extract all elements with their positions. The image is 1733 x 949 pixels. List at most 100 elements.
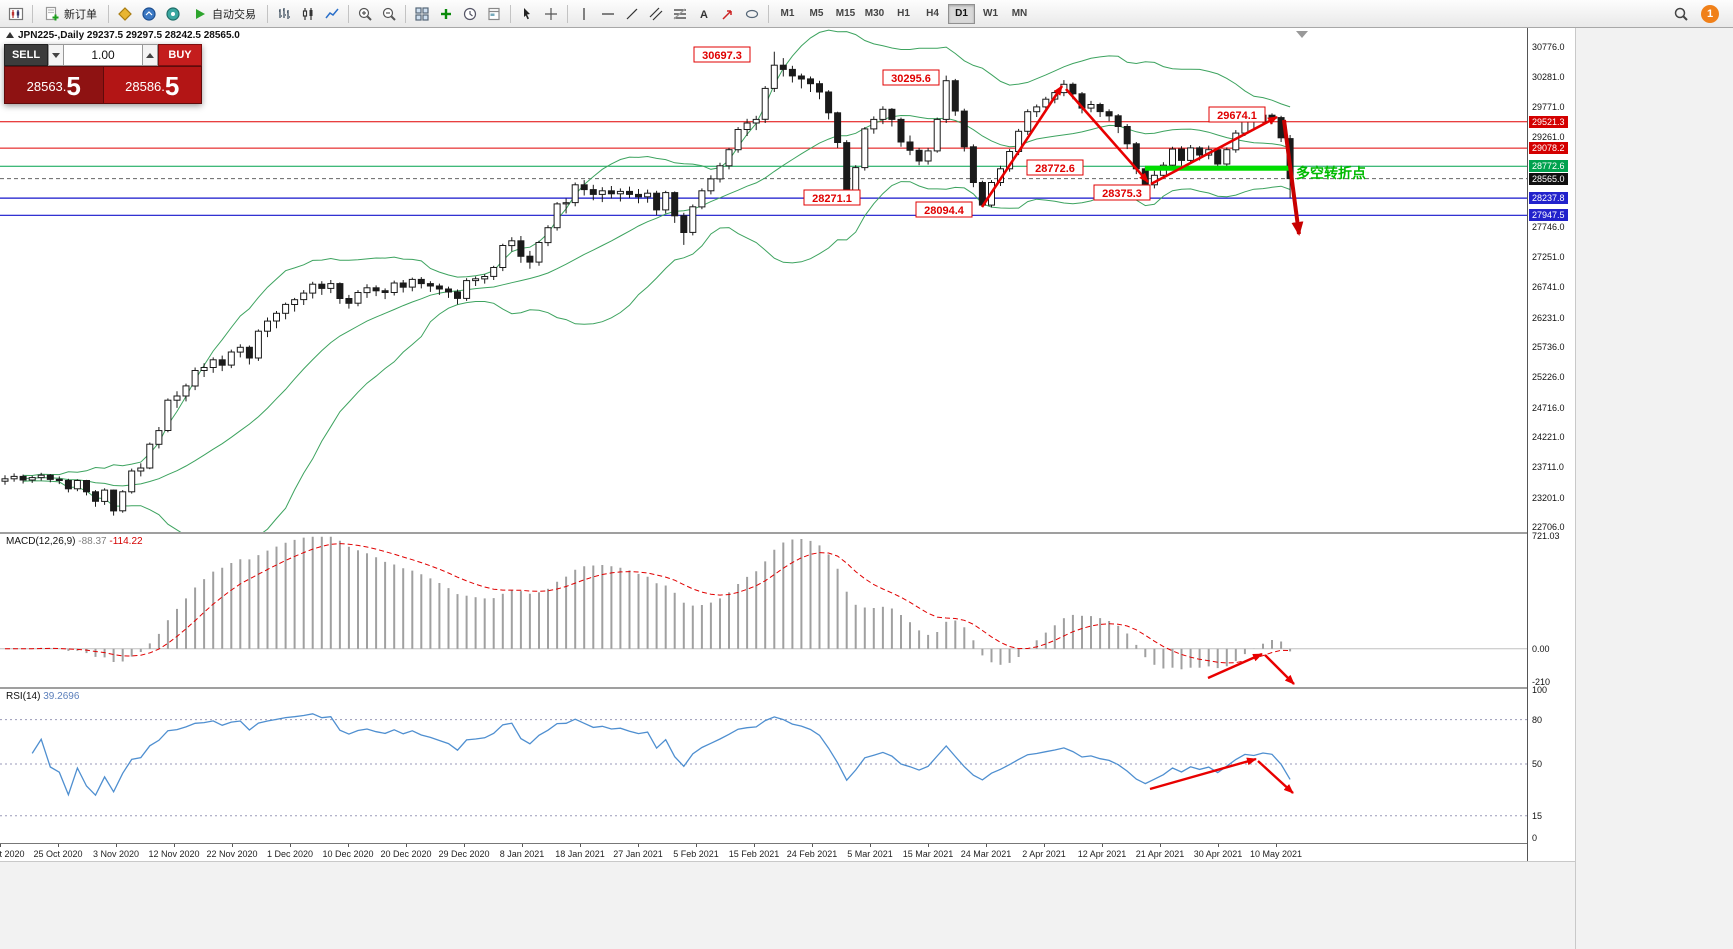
price-level-badge: 28772.6 [1529,160,1568,173]
volume-input[interactable] [64,44,142,66]
time-axis-label: 8 Jan 2021 [499,849,545,859]
time-axis-label: 2 Apr 2021 [1022,849,1066,859]
price-axis-label: 30776.0 [1532,42,1565,52]
timeframe-H1-button[interactable]: H1 [890,4,917,24]
macd-trend-arrows[interactable] [1207,652,1295,685]
trendline-icon [624,6,640,22]
time-axis-tick [1276,844,1277,847]
market-watch-icon [141,6,157,22]
bar-chart-button[interactable] [272,3,296,25]
zoom-in-icon [357,6,373,22]
callout-labels[interactable]: 30697.3 30295.6 29674.1 28772.6 28375.3 28271… [693,46,1266,218]
toolbar-separator [405,4,406,23]
new-order-button[interactable]: 新订单 [37,3,104,25]
candles-series [1,51,1294,516]
time-axis-tick [1102,844,1103,847]
macd-axis-label: 0.00 [1532,643,1550,654]
timeframe-M5-button[interactable]: M5 [803,4,830,24]
time-axis[interactable]: 15 Oct 2020 25 Oct 2020 3 Nov 2020 12 Nov 2… [0,843,1527,861]
price-chart-panel[interactable]: 多空转折点 30697.3 30295.6 29674.1 28772.6 28375.3… [0,28,1527,532]
rsi-trend-arrows[interactable] [1149,757,1294,794]
indicators-icon [438,6,454,22]
fibonacci-button[interactable] [668,3,692,25]
navigator-button[interactable] [161,3,185,25]
one-click-panel-toggle-icon[interactable] [6,32,14,39]
toolbar-separator [267,4,268,23]
bollinger-bands [23,29,1291,532]
search-button[interactable] [1669,3,1693,25]
callout-price-label: 30295.6 [891,73,931,85]
candlestick-chart: 多空转折点 30697.3 30295.6 29674.1 28772.6 28375.3… [0,28,1527,532]
time-axis-tick [348,844,349,847]
time-axis-label: 15 Feb 2021 [728,849,780,859]
macd-axis-label: 721.03 [1532,531,1560,541]
chart-window-button[interactable] [4,3,28,25]
price-axis-label: 29261.0 [1532,132,1565,143]
time-axis-label: 3 Nov 2020 [92,849,140,859]
expert-advisors-button[interactable] [113,3,137,25]
triangle-up-icon [146,52,154,58]
macd-histogram [13,536,1292,670]
callout-price-label: 28271.1 [812,193,852,205]
toolbar-separator [567,4,568,23]
indicators-button[interactable] [434,3,458,25]
horizontal-line-button[interactable] [596,3,620,25]
time-axis-tick [464,844,465,847]
crosshair-button[interactable] [539,3,563,25]
time-axis-tick [0,844,1,847]
line-chart-icon [324,6,340,22]
buy-price-display[interactable]: 28586. 5 [102,66,202,104]
volume-decrease-button[interactable] [48,44,64,66]
timeframe-M1-button[interactable]: M1 [774,4,801,24]
notification-badge[interactable]: 1 [1701,4,1719,23]
autotrading-button[interactable]: 自动交易 [185,3,263,25]
price-axis-label: 26231.0 [1532,312,1565,323]
symbol-info-line: JPN225-,Daily 29237.5 29297.5 28242.5 28… [6,30,240,41]
sell-button[interactable]: SELL [4,44,48,66]
time-axis-tick [1160,844,1161,847]
trend-arrows[interactable] [980,85,1304,236]
timeframe-D1-button[interactable]: D1 [948,3,975,24]
time-axis-tick [58,844,59,847]
channel-button[interactable] [644,3,668,25]
panel-splitter[interactable] [0,687,1527,689]
cursor-button[interactable] [515,3,539,25]
toolbar-button-label: 自动交易 [212,8,256,21]
sell-price-display[interactable]: 28563. 5 [4,66,103,104]
chart-shift-marker[interactable] [1296,31,1308,38]
arrows-button[interactable] [716,3,740,25]
time-axis-tick [870,844,871,847]
expert-advisors-icon [117,6,133,22]
panel-splitter[interactable] [0,532,1527,534]
macd-chart [0,534,1527,687]
zoom-out-button[interactable] [377,3,401,25]
shapes-button[interactable] [740,3,764,25]
tile-windows-button[interactable] [410,3,434,25]
zoom-in-button[interactable] [353,3,377,25]
time-axis-label: 1 Dec 2020 [266,849,314,859]
price-axis[interactable]: 30776.0 30281.0 29771.0 29261.0 27746.0 27251… [1527,28,1575,861]
timeframe-M15-button[interactable]: M15 [832,4,859,24]
rsi-axis-label: 100 [1532,685,1548,695]
trendline-button[interactable] [620,3,644,25]
macd-indicator-panel[interactable]: MACD(12,26,9) -88.37 -114.22 [0,534,1527,687]
time-axis-label: 10 Dec 2020 [322,849,374,859]
templates-button[interactable] [482,3,506,25]
callout-price-label: 28375.3 [1102,188,1142,200]
text-button[interactable]: A [692,3,716,25]
line-chart-button[interactable] [320,3,344,25]
timeframe-M30-button[interactable]: M30 [861,4,888,24]
buy-button[interactable]: BUY [158,44,202,66]
time-axis-tick [174,844,175,847]
candlestick-chart-button[interactable] [296,3,320,25]
rsi-indicator-panel[interactable]: RSI(14) 39.2696 [0,689,1527,843]
market-watch-button[interactable] [137,3,161,25]
timeframe-H4-button[interactable]: H4 [919,4,946,24]
periods-button[interactable] [458,3,482,25]
rsi-line [31,713,1291,797]
timeframe-W1-button[interactable]: W1 [977,4,1004,24]
timeframe-MN-button[interactable]: MN [1006,4,1033,24]
time-axis-label: 21 Apr 2021 [1135,849,1185,859]
volume-increase-button[interactable] [142,44,158,66]
vertical-line-button[interactable] [572,3,596,25]
